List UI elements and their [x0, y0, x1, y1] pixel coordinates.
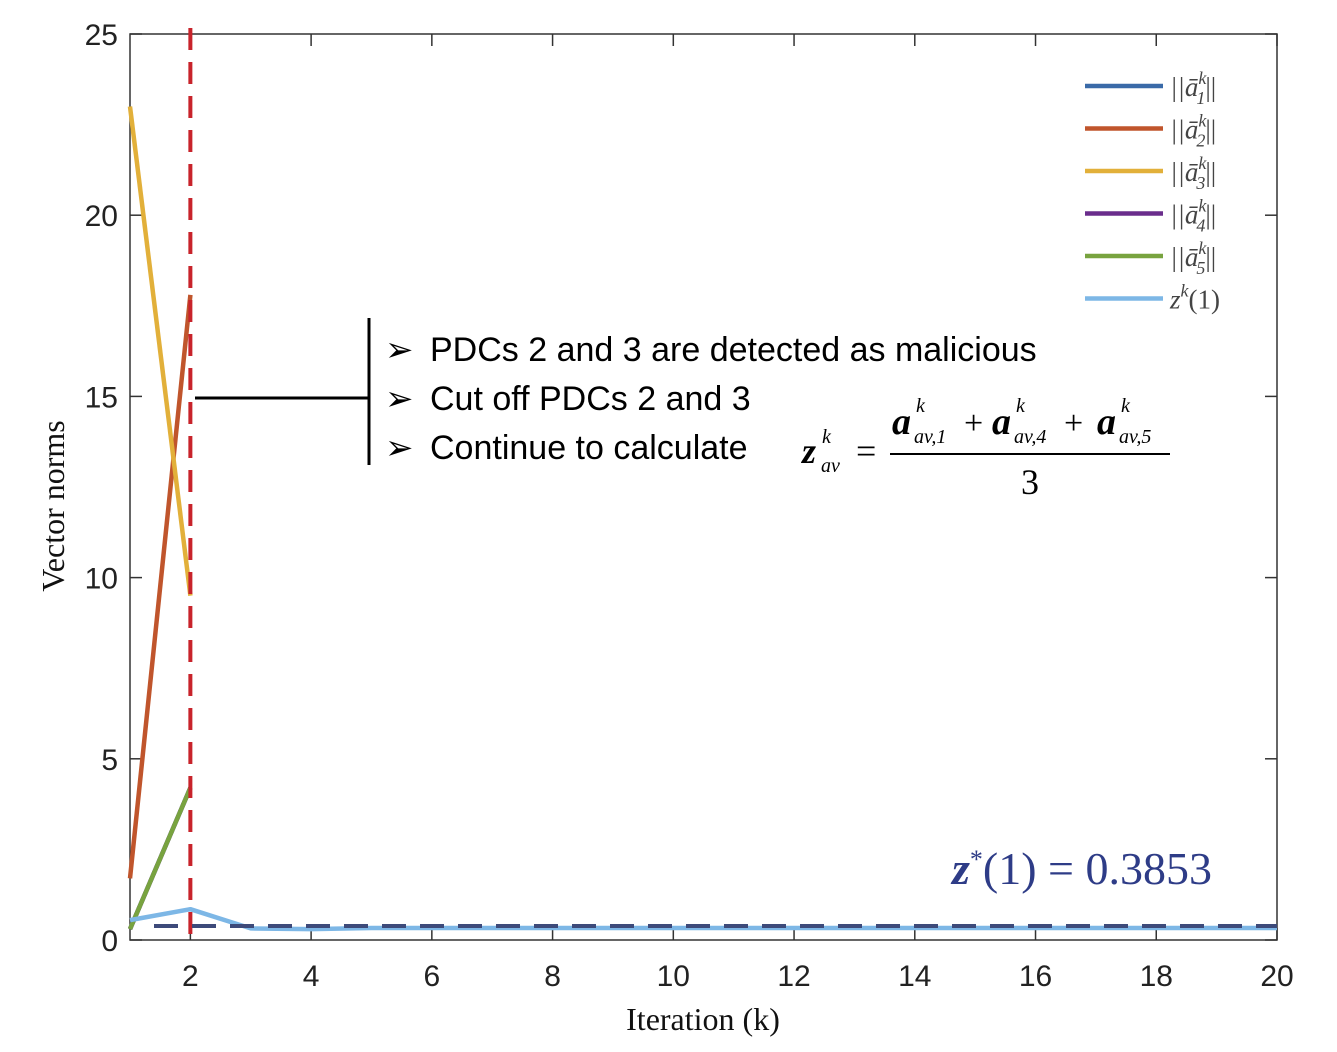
series-line-5 — [127, 786, 193, 930]
zstar-label: z*(1) = 0.3853 — [950, 843, 1212, 894]
x-tick-label: 4 — [303, 960, 320, 993]
bullet-marker: ➢ — [385, 429, 414, 467]
x-tick-label: 12 — [777, 960, 810, 993]
y-axis-title: Vector norms — [35, 420, 71, 592]
x-tick-label: 10 — [657, 960, 690, 993]
x-tick-label: 16 — [1019, 960, 1052, 993]
y-tick-label: 0 — [101, 925, 118, 958]
x-tick-label: 2 — [182, 960, 199, 993]
formula-term-subscript: av,1 — [914, 426, 946, 448]
average-formula: z kav =a kav,1 + a kav,4 + a kav,53 — [800, 395, 1170, 502]
formula-term: a — [1097, 401, 1116, 443]
formula-term-superscript: k — [916, 395, 926, 417]
formula-term: a — [892, 401, 911, 443]
annotation-bullets: ➢ PDCs 2 and 3 are detected as malicious ➢… — [385, 331, 1037, 467]
y-tick-label: 5 — [101, 744, 118, 777]
legend-entry-label: ||āk 3|| — [1170, 153, 1216, 193]
bullet-text: PDCs 2 and 3 are detected as malicious — [430, 331, 1037, 369]
formula-term-subscript: av,5 — [1119, 426, 1151, 448]
annotation-box: ➢ PDCs 2 and 3 are detected as malicious ➢… — [195, 318, 1170, 502]
series-line-3 — [127, 106, 193, 596]
legend: ||āk 1||||āk 2||||āk 3||||āk 4||||āk 5||zk(1) — [1085, 68, 1220, 315]
y-tick-label: 20 — [85, 200, 118, 233]
bullet-marker: ➢ — [385, 331, 414, 369]
legend-entry-label: ||āk 1|| — [1170, 68, 1216, 108]
y-axis: 0 5 10 15 20 25 — [85, 19, 1277, 958]
y-tick-label: 10 — [85, 563, 118, 596]
formula-lhs-superscript: k — [822, 426, 832, 448]
x-tick-label: 6 — [423, 960, 440, 993]
legend-entry-label: ||āk 4|| — [1170, 196, 1216, 236]
x-tick-label: 8 — [544, 960, 561, 993]
formula-denominator: 3 — [1021, 462, 1039, 502]
x-tick-label: 20 — [1260, 960, 1293, 993]
formula-plus: + — [1064, 405, 1083, 442]
legend-entry-label: ||āk 5|| — [1170, 238, 1216, 278]
reference-lines — [154, 28, 1277, 940]
legend-entry-label: zk(1) — [1169, 281, 1220, 315]
x-axis-title: Iteration (k) — [626, 1001, 780, 1037]
formula-term: a — [992, 401, 1011, 443]
formula-term-subscript: av,4 — [1014, 426, 1046, 448]
x-axis: 2 4 6 8 10 12 14 16 18 20 — [182, 34, 1294, 993]
formula-lhs-subscript: av — [821, 455, 840, 477]
formula-plus: + — [964, 405, 983, 442]
x-tick-label: 18 — [1140, 960, 1173, 993]
y-tick-label: 15 — [85, 381, 118, 414]
legend-entry-label: ||āk 2|| — [1170, 111, 1216, 151]
x-tick-label: 14 — [898, 960, 931, 993]
series-line-2 — [127, 294, 193, 879]
bullet-text: Continue to calculate — [430, 429, 748, 467]
plot-area — [129, 33, 1278, 941]
formula-lhs: z — [800, 431, 816, 471]
y-tick-label: 25 — [85, 19, 118, 52]
bullet-text: Cut off PDCs 2 and 3 — [430, 380, 751, 418]
formula-term-superscript: k — [1016, 395, 1026, 417]
formula-equals: = — [856, 431, 876, 471]
formula-term-superscript: k — [1121, 395, 1131, 417]
bullet-marker: ➢ — [385, 380, 414, 418]
